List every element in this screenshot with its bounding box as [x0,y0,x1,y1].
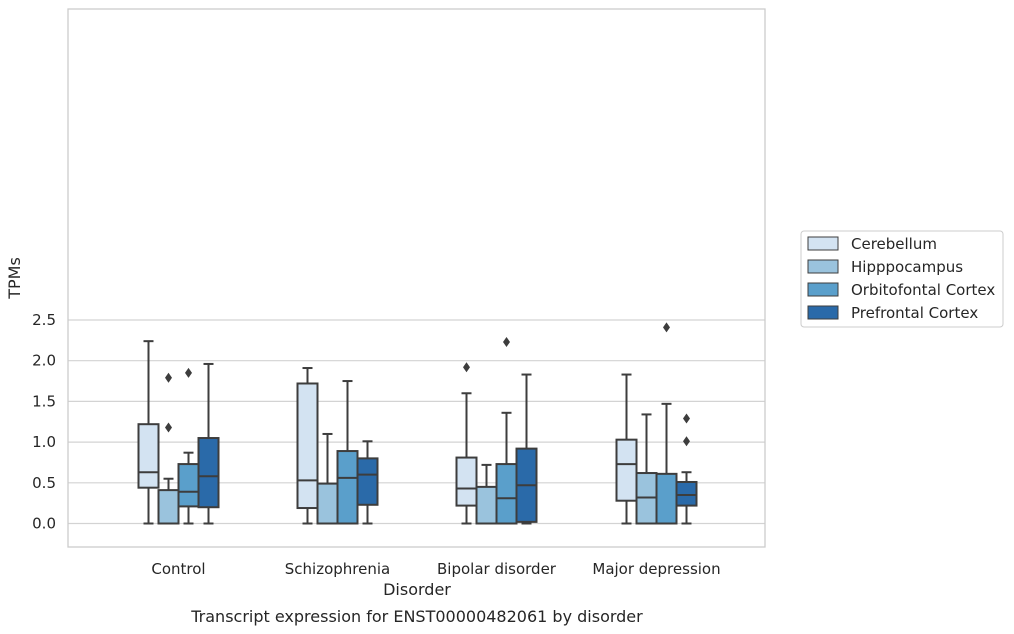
box-hipppocampus [635,413,658,525]
box-iqr [157,489,180,525]
x-tick-label: Schizophrenia [285,560,390,578]
x-tick-label: Control [151,560,205,578]
y-tick-label: 2.5 [32,311,56,329]
x-tick-label: Bipolar disorder [437,560,557,578]
box-cerebellum [455,362,478,525]
outlier-point [463,362,470,373]
y-tick-label: 2.0 [32,352,56,370]
box-iqr [336,450,359,525]
box-plots [137,322,698,525]
box-iqr [615,438,638,502]
x-tick-labels: Control Schizophrenia Bipolar disorder Majo… [151,560,720,578]
box-hipppocampus [157,372,180,525]
box-iqr [137,423,160,489]
y-axis-label: TPMs [5,257,24,300]
legend-swatch [807,236,839,251]
box-iqr [455,456,478,507]
y-tick-labels: 0.0 0.5 1.0 1.5 2.0 2.5 [32,311,56,533]
y-tick-label: 0.5 [32,474,56,492]
box-hipppocampus [475,463,498,525]
x-tick-label: Major depression [592,560,720,578]
legend-swatch [807,259,839,274]
chart-caption: Transcript expression for ENST0000048206… [190,607,643,626]
y-tick-label: 1.5 [32,392,56,410]
box-orbitofontal-cortex [336,380,359,525]
legend-swatch [807,282,839,297]
legend-label: Orbitofontal Cortex [851,281,995,299]
box-iqr [177,463,200,508]
legend-label: Hipppocampus [851,258,963,276]
box-hipppocampus [316,432,339,525]
x-axis-label: Disorder [383,580,451,599]
legend-label: Cerebellum [851,235,937,253]
outlier-point [503,336,510,347]
outlier-point [663,322,670,333]
plot-frame [67,8,766,548]
box-cerebellum [615,373,638,525]
box-orbitofontal-cortex [177,367,200,525]
y-tick-label: 0.0 [32,515,56,533]
box-cerebellum [296,367,319,525]
box-prefrontal-cortex [197,362,220,525]
outlier-point [185,367,192,378]
box-iqr [356,457,379,506]
box-iqr [296,382,319,510]
y-tick-label: 1.0 [32,433,56,451]
outlier-point [683,436,690,447]
box-iqr [197,437,220,509]
box-iqr [495,463,518,525]
box-iqr [655,472,678,525]
outlier-point [165,422,172,433]
box-orbitofontal-cortex [495,336,518,525]
outlier-point [165,372,172,383]
legend-frame [800,230,1004,328]
box-prefrontal-cortex [675,413,698,525]
box-prefrontal-cortex [515,373,538,525]
box-prefrontal-cortex [356,440,379,525]
outlier-point [683,413,690,424]
box-orbitofontal-cortex [655,322,678,525]
box-cerebellum [137,340,160,525]
legend-label: Prefrontal Cortex [851,304,978,322]
legend-swatch [807,305,839,320]
box-iqr [316,482,339,525]
box-iqr [675,480,698,507]
legend: Cerebellum Hipppocampus Orbitofontal Corte… [800,230,1004,328]
box-iqr [475,485,498,525]
